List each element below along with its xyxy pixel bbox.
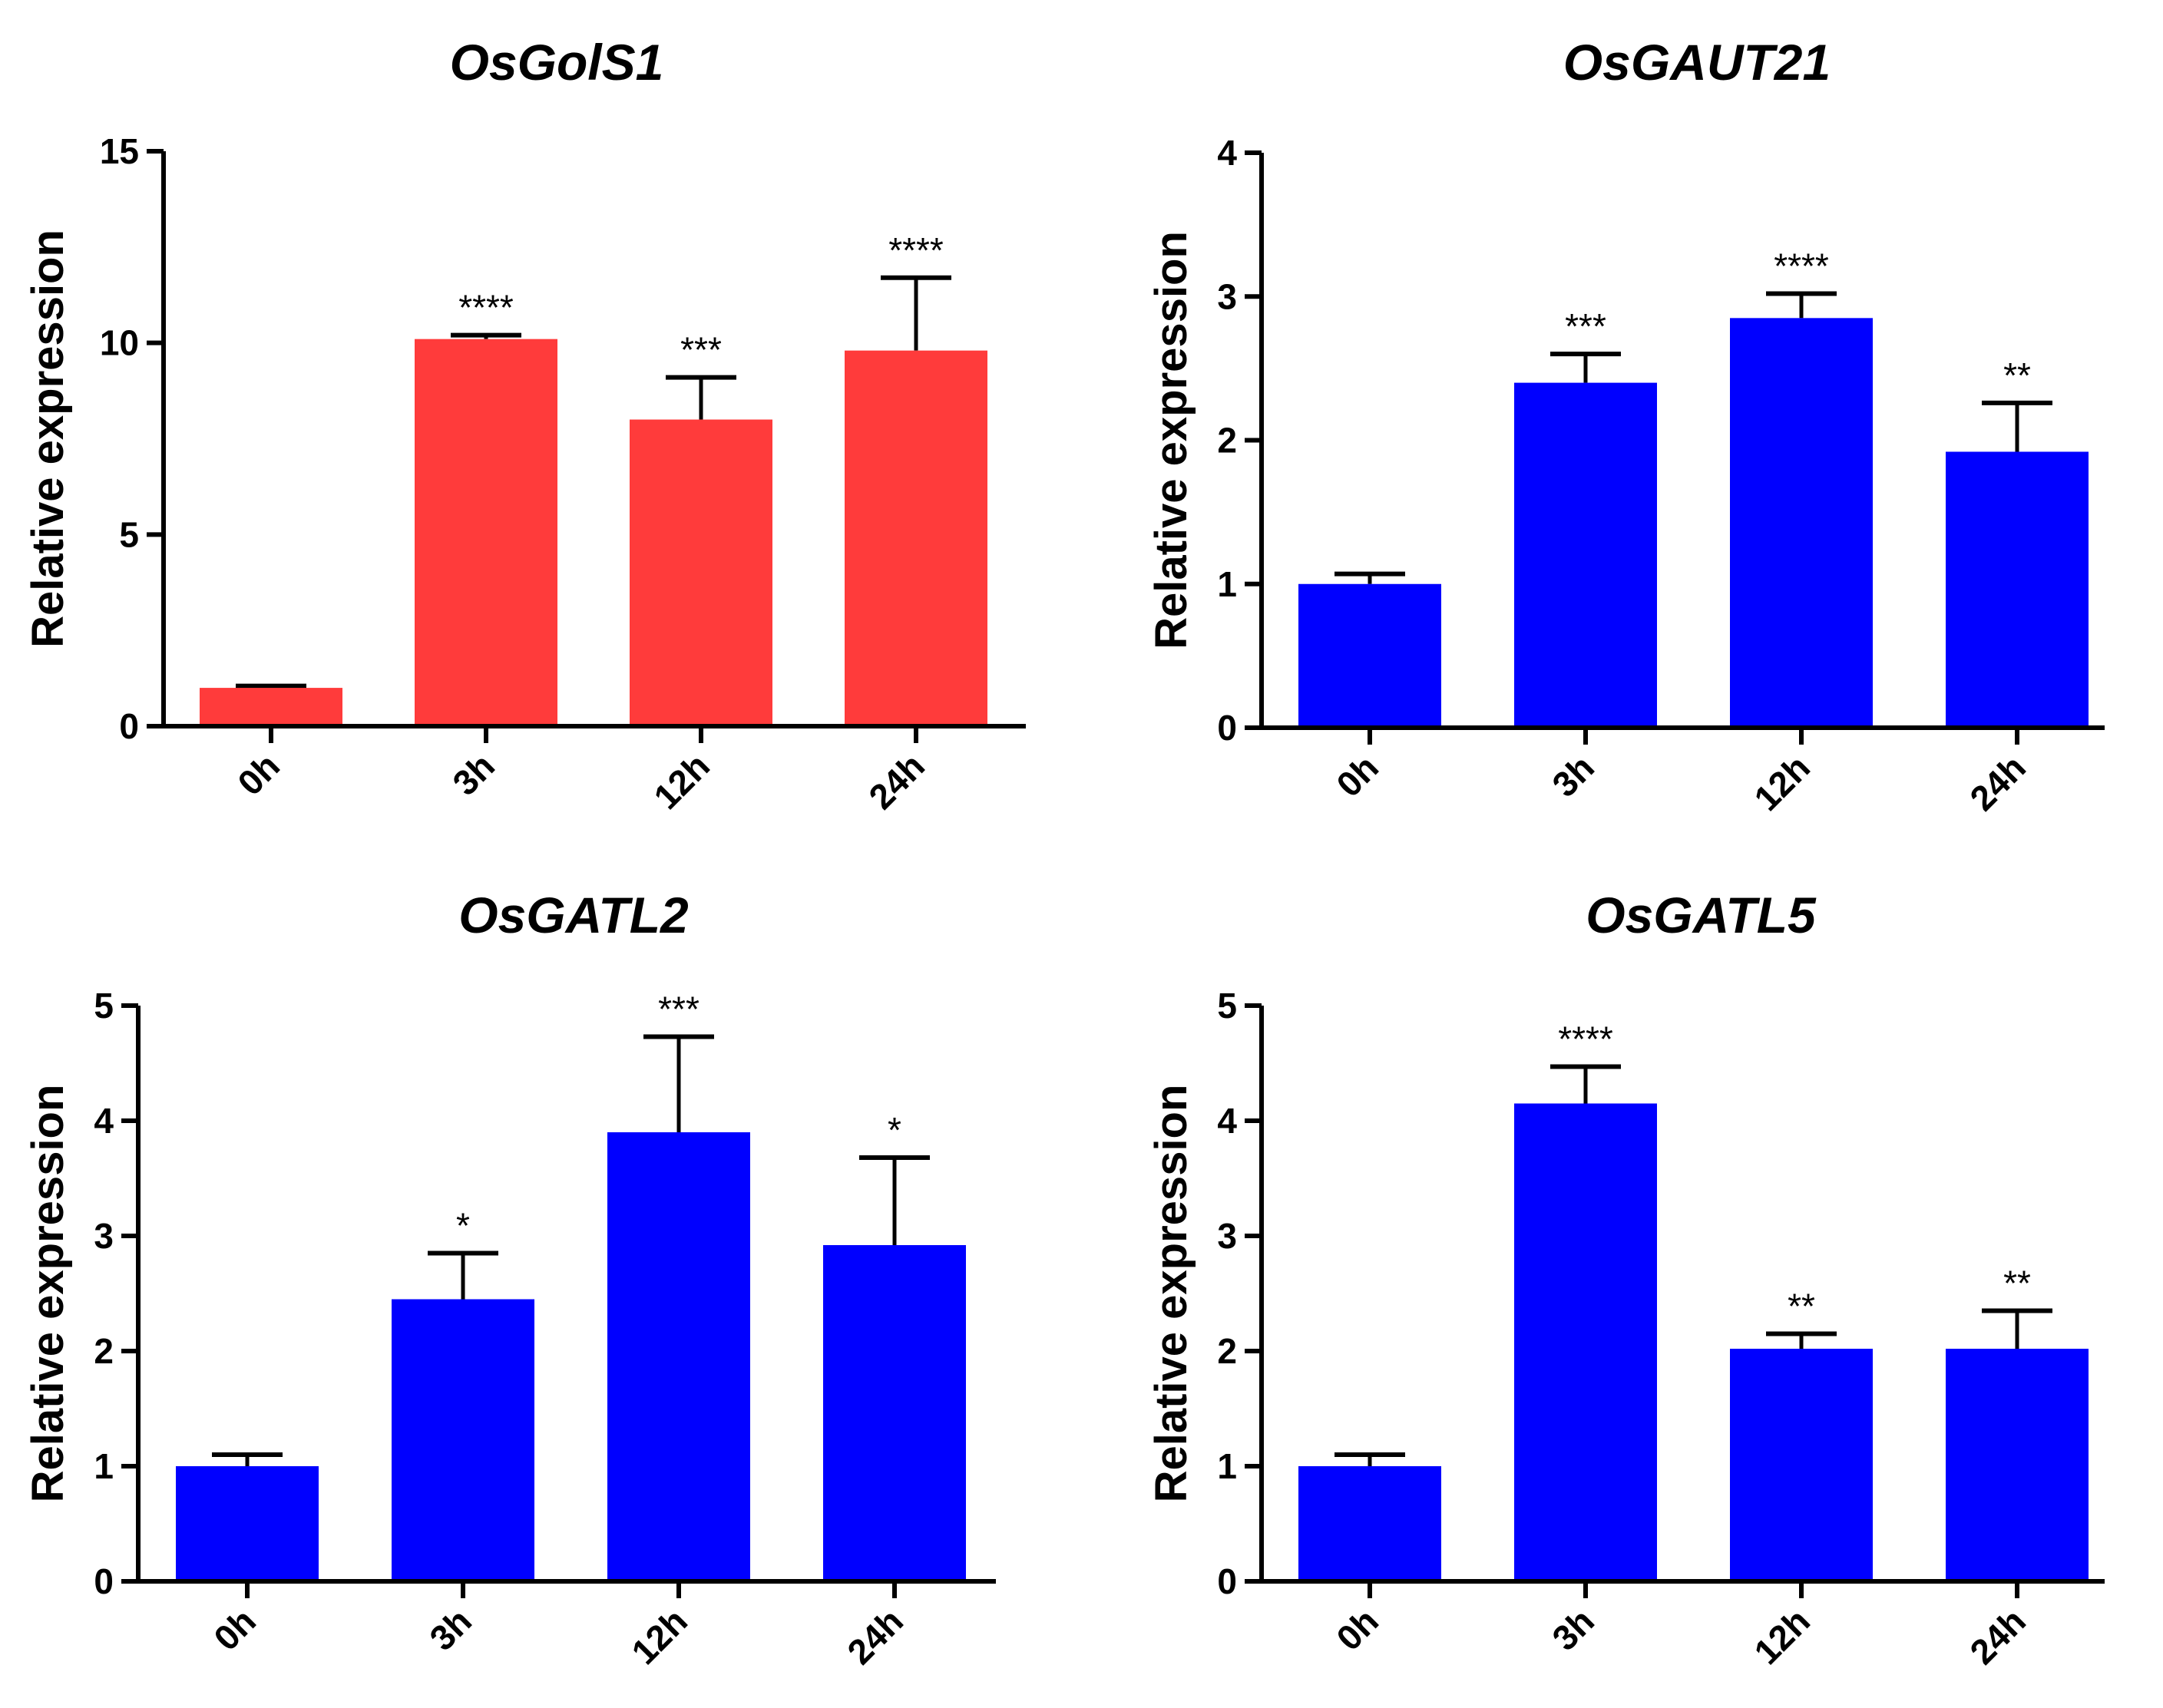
x-tick-label: 24h — [861, 745, 932, 817]
bar-24h — [823, 1245, 966, 1581]
chart-title: OsGolS1 — [450, 34, 664, 91]
bar-24h — [845, 350, 987, 726]
chart-title: OsGAUT21 — [1563, 34, 1831, 91]
bar-12h — [607, 1132, 750, 1581]
y-axis-label: Relative expression — [1146, 1085, 1196, 1503]
bar-0h — [1298, 583, 1441, 728]
bar-0h — [1298, 1466, 1441, 1581]
y-tick-label: 1 — [1217, 564, 1237, 604]
significance-label-3h: **** — [1558, 1019, 1613, 1059]
y-tick-label: 5 — [1217, 986, 1237, 1026]
significance-label-12h: ** — [1788, 1287, 1815, 1326]
bar-0h — [200, 688, 342, 726]
y-tick-label: 0 — [119, 706, 139, 746]
x-tick-label: 0h — [206, 1601, 263, 1658]
significance-label-3h: **** — [458, 288, 514, 328]
x-tick-label: 3h — [1544, 747, 1602, 804]
x-tick-label: 12h — [1746, 1601, 1817, 1672]
y-tick-label: 4 — [94, 1101, 114, 1141]
y-tick-label: 0 — [1217, 1561, 1237, 1601]
x-tick-label: 12h — [623, 1601, 695, 1672]
chart-title: OsGATL2 — [458, 887, 689, 943]
x-tick-label: 12h — [1746, 747, 1817, 818]
significance-label-3h: *** — [1565, 306, 1606, 346]
y-tick-label: 5 — [94, 986, 114, 1026]
y-axis-label: Relative expression — [23, 230, 73, 648]
x-tick-label: 24h — [1962, 1601, 2033, 1672]
x-tick-label: 0h — [1328, 747, 1386, 804]
x-tick-label: 3h — [445, 745, 502, 803]
chart-title: OsGATL5 — [1586, 887, 1817, 943]
bar-3h — [392, 1299, 534, 1581]
bar-24h — [1946, 451, 2089, 728]
significance-label-3h: * — [456, 1206, 470, 1246]
y-tick-label: 10 — [100, 323, 139, 363]
x-tick-label: 0h — [1328, 1601, 1386, 1658]
y-tick-label: 5 — [119, 514, 139, 554]
bar-3h — [415, 339, 557, 726]
x-tick-label: 24h — [1962, 747, 2033, 818]
y-axis-label: Relative expression — [23, 1085, 73, 1503]
y-tick-label: 1 — [94, 1446, 114, 1486]
significance-label-12h: *** — [658, 989, 700, 1029]
chart-panel-4: OsGATL5 Relative expression 0h **** 3h ** 12h *… — [1146, 887, 2105, 1672]
y-tick-label: 2 — [1217, 1331, 1237, 1371]
bar-12h — [1730, 1349, 1873, 1581]
significance-label-12h: **** — [1774, 246, 1829, 286]
bar-0h — [176, 1466, 319, 1581]
y-tick-label: 2 — [94, 1331, 114, 1371]
y-tick-label: 15 — [100, 131, 139, 171]
x-tick-label: 24h — [839, 1601, 911, 1672]
significance-label-12h: *** — [680, 330, 722, 370]
x-tick-label: 3h — [1544, 1601, 1602, 1658]
y-tick-label: 2 — [1217, 421, 1237, 461]
x-tick-label: 12h — [646, 745, 717, 817]
y-tick-label: 0 — [94, 1561, 114, 1601]
y-tick-label: 3 — [1217, 276, 1237, 316]
y-tick-label: 1 — [1217, 1446, 1237, 1486]
significance-label-24h: ** — [2003, 1264, 2031, 1303]
x-tick-label: 3h — [422, 1601, 479, 1658]
y-tick-label: 0 — [1217, 708, 1237, 748]
bar-3h — [1514, 1103, 1657, 1581]
bar-12h — [1730, 318, 1873, 728]
significance-label-24h: * — [888, 1110, 901, 1150]
bar-3h — [1514, 382, 1657, 728]
y-tick-label: 3 — [1217, 1216, 1237, 1256]
bar-12h — [630, 419, 772, 726]
y-tick-label: 3 — [94, 1216, 114, 1256]
y-tick-label: 4 — [1217, 133, 1237, 173]
y-axis-label: Relative expression — [1146, 231, 1196, 649]
y-tick-label: 4 — [1217, 1101, 1237, 1141]
x-tick-label: 0h — [230, 745, 287, 803]
significance-label-24h: **** — [888, 230, 944, 270]
bar-24h — [1946, 1349, 2089, 1581]
chart-panel-1: OsGolS1 Relative expression 0h **** 3h *** 12h… — [23, 34, 1026, 817]
significance-label-24h: ** — [2003, 355, 2031, 395]
